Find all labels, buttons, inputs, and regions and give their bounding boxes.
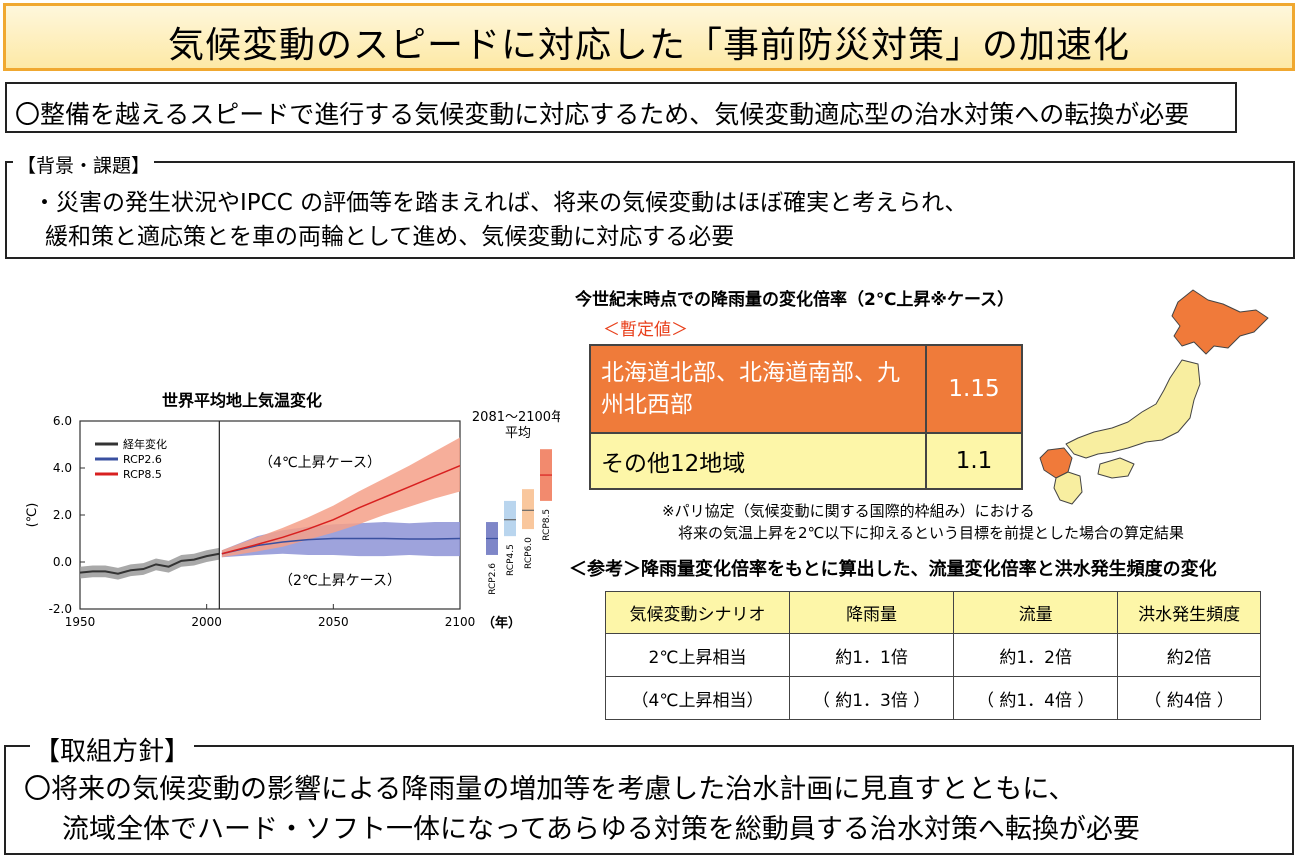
page-title: 気候変動のスピードに対応した「事前防災対策」の加速化 <box>167 25 1130 66</box>
reference-header-row: 気候変動シナリオ 降雨量 流量 洪水発生頻度 <box>605 591 1261 634</box>
paris-note-line-2: 将来の気温上昇を2℃以下に抑えるという目標を前提とした場合の算定結果 <box>678 524 1184 542</box>
policy-legend: 【取組方針】 <box>30 731 195 768</box>
title-bar: 気候変動のスピードに対応した「事前防災対策」の加速化 <box>3 3 1295 71</box>
range-bar-label: RCP2.6 <box>488 563 498 595</box>
y-tick-label: 6.0 <box>53 414 72 428</box>
rain-row: 北海道北部、北海道南部、九州北西部 1.15 <box>589 344 1023 434</box>
reference-row: 2℃上昇相当 約1．1倍 約1．2倍 約2倍 <box>605 633 1261 677</box>
x-tick-label: 2000 <box>191 615 222 629</box>
annotation-2c: （2℃上昇ケース） <box>279 573 401 589</box>
reference-cell: 約1．1倍 <box>788 633 955 677</box>
y-tick-label: -2.0 <box>49 602 72 616</box>
reference-table: 気候変動シナリオ 降雨量 流量 洪水発生頻度 2℃上昇相当 約1．1倍 約1．2… <box>605 591 1261 720</box>
reference-cell: 約2倍 <box>1117 633 1261 677</box>
series-band-経年変化 <box>80 547 220 580</box>
reference-header: 流量 <box>953 591 1119 634</box>
provisional-label: ＜暫定値＞ <box>603 320 688 340</box>
japan-map <box>1039 289 1269 505</box>
y-axis-label: (℃) <box>25 503 40 528</box>
rain-region: その他12地域 <box>589 432 927 490</box>
range-bar-RCP4.5 <box>504 500 516 537</box>
reference-cell: 2℃上昇相当 <box>605 633 790 677</box>
reference-cell: （ 約1．4倍 ） <box>953 676 1119 720</box>
reference-cell: 約1．2倍 <box>953 633 1119 677</box>
rain-row: その他12地域 1.1 <box>589 432 1023 490</box>
reference-row: （4℃上昇相当） （ 約1．3倍 ） （ 約1．4倍 ） （ 約4倍 ） <box>605 676 1261 720</box>
temperature-chart-svg: 世界平均地上気温変化 2081～2100年 平均 -2.0 0.0 2.0 4.0 6.… <box>25 391 564 631</box>
y-tick-label: 4.0 <box>53 461 72 475</box>
policy-line-1: 〇将来の気候変動の影響による降雨量の増加等を考慮した治水計画に見直すとともに、 <box>24 774 1076 805</box>
rain-region: 北海道北部、北海道南部、九州北西部 <box>589 344 927 434</box>
reference-cell: （ 約4倍 ） <box>1117 676 1261 720</box>
legend-label: 経年変化 <box>123 437 167 451</box>
map-region-shikoku <box>1097 457 1135 479</box>
annotation-4c: （4℃上昇ケース） <box>259 455 381 471</box>
series-line-RCP8.5 <box>221 464 461 555</box>
summary-box: 〇整備を越えるスピードで進行する気候変動に対応するため、気候変動適応型の治水対策… <box>5 82 1237 133</box>
rain-table: 北海道北部、北海道南部、九州北西部 1.15 その他12地域 1.1 <box>589 344 1023 490</box>
paris-note-line-1: ※パリ協定（気候変動に関する国際的枠組み）における <box>662 502 1035 520</box>
background-line-1: ・災害の発生状況やIPCC の評価等を踏まえれば、将来の気候変動はほぼ確実と考え… <box>33 190 968 216</box>
rain-value: 1.1 <box>925 432 1023 490</box>
x-tick-label: 2100 <box>445 615 476 629</box>
range-bar-label: RCP8.5 <box>542 509 552 541</box>
range-bar-label: RCP6.0 <box>524 537 534 569</box>
series-line-RCP2.6 <box>221 537 461 555</box>
series-line-経年変化 <box>79 552 220 575</box>
reference-header: 気候変動シナリオ <box>605 591 790 634</box>
background-legend: 【背景・課題】 <box>13 151 155 178</box>
reference-header: 洪水発生頻度 <box>1117 591 1261 634</box>
reference-header: 降雨量 <box>788 591 955 634</box>
temperature-chart: 世界平均地上気温変化 2081～2100年 平均 -2.0 0.0 2.0 4.0 6.… <box>20 385 564 645</box>
reference-cell: （4℃上昇相当） <box>605 676 790 720</box>
rain-title: 今世紀末時点での降雨量の変化倍率（2℃上昇※ケース） <box>575 290 1015 310</box>
range-bar-RCP6.0 <box>522 489 534 530</box>
y-tick-label: 0.0 <box>53 555 72 569</box>
background-line-2: 緩和策と適応策とを車の両輪として進め、気候変動に対応する必要 <box>45 224 735 250</box>
legend-label: RCP2.6 <box>123 453 162 466</box>
map-region-hokkaido <box>1171 289 1269 355</box>
series-band-RCP8.5 <box>221 437 460 558</box>
x-tick-label: 1950 <box>65 615 96 629</box>
policy-line-2: 流域全体でハード・ソフト一体になってあらゆる対策を総動員する治水対策へ転換が必要 <box>62 814 1140 845</box>
map-region-honshu <box>1065 359 1201 459</box>
chart-side-label-2: 平均 <box>505 426 531 441</box>
policy-box: 【取組方針】 〇将来の気候変動の影響による降雨量の増加等を考慮した治水計画に見直… <box>4 731 1294 855</box>
map-region-kyushu <box>1053 471 1083 505</box>
x-unit-label: （年） <box>482 615 521 631</box>
legend-label: RCP8.5 <box>123 468 162 481</box>
chart-title: 世界平均地上気温変化 <box>162 391 322 410</box>
reference-title: ＜参考＞降雨量変化倍率をもとに算出した、流量変化倍率と洪水発生頻度の変化 <box>569 559 1217 580</box>
chart-side-label-1: 2081～2100年 <box>472 410 560 425</box>
background-box: 【背景・課題】 ・災害の発生状況やIPCC の評価等を踏まえれば、将来の気候変動… <box>5 151 1295 259</box>
paris-note: ※パリ協定（気候変動に関する国際的枠組み）における 将来の気温上昇を2℃以下に抑… <box>662 500 1184 544</box>
x-tick-label: 2050 <box>318 615 349 629</box>
range-bar-label: RCP4.5 <box>506 544 516 576</box>
reference-cell: （ 約1．3倍 ） <box>788 676 955 720</box>
rain-value: 1.15 <box>925 344 1023 434</box>
y-tick-label: 2.0 <box>53 508 72 522</box>
